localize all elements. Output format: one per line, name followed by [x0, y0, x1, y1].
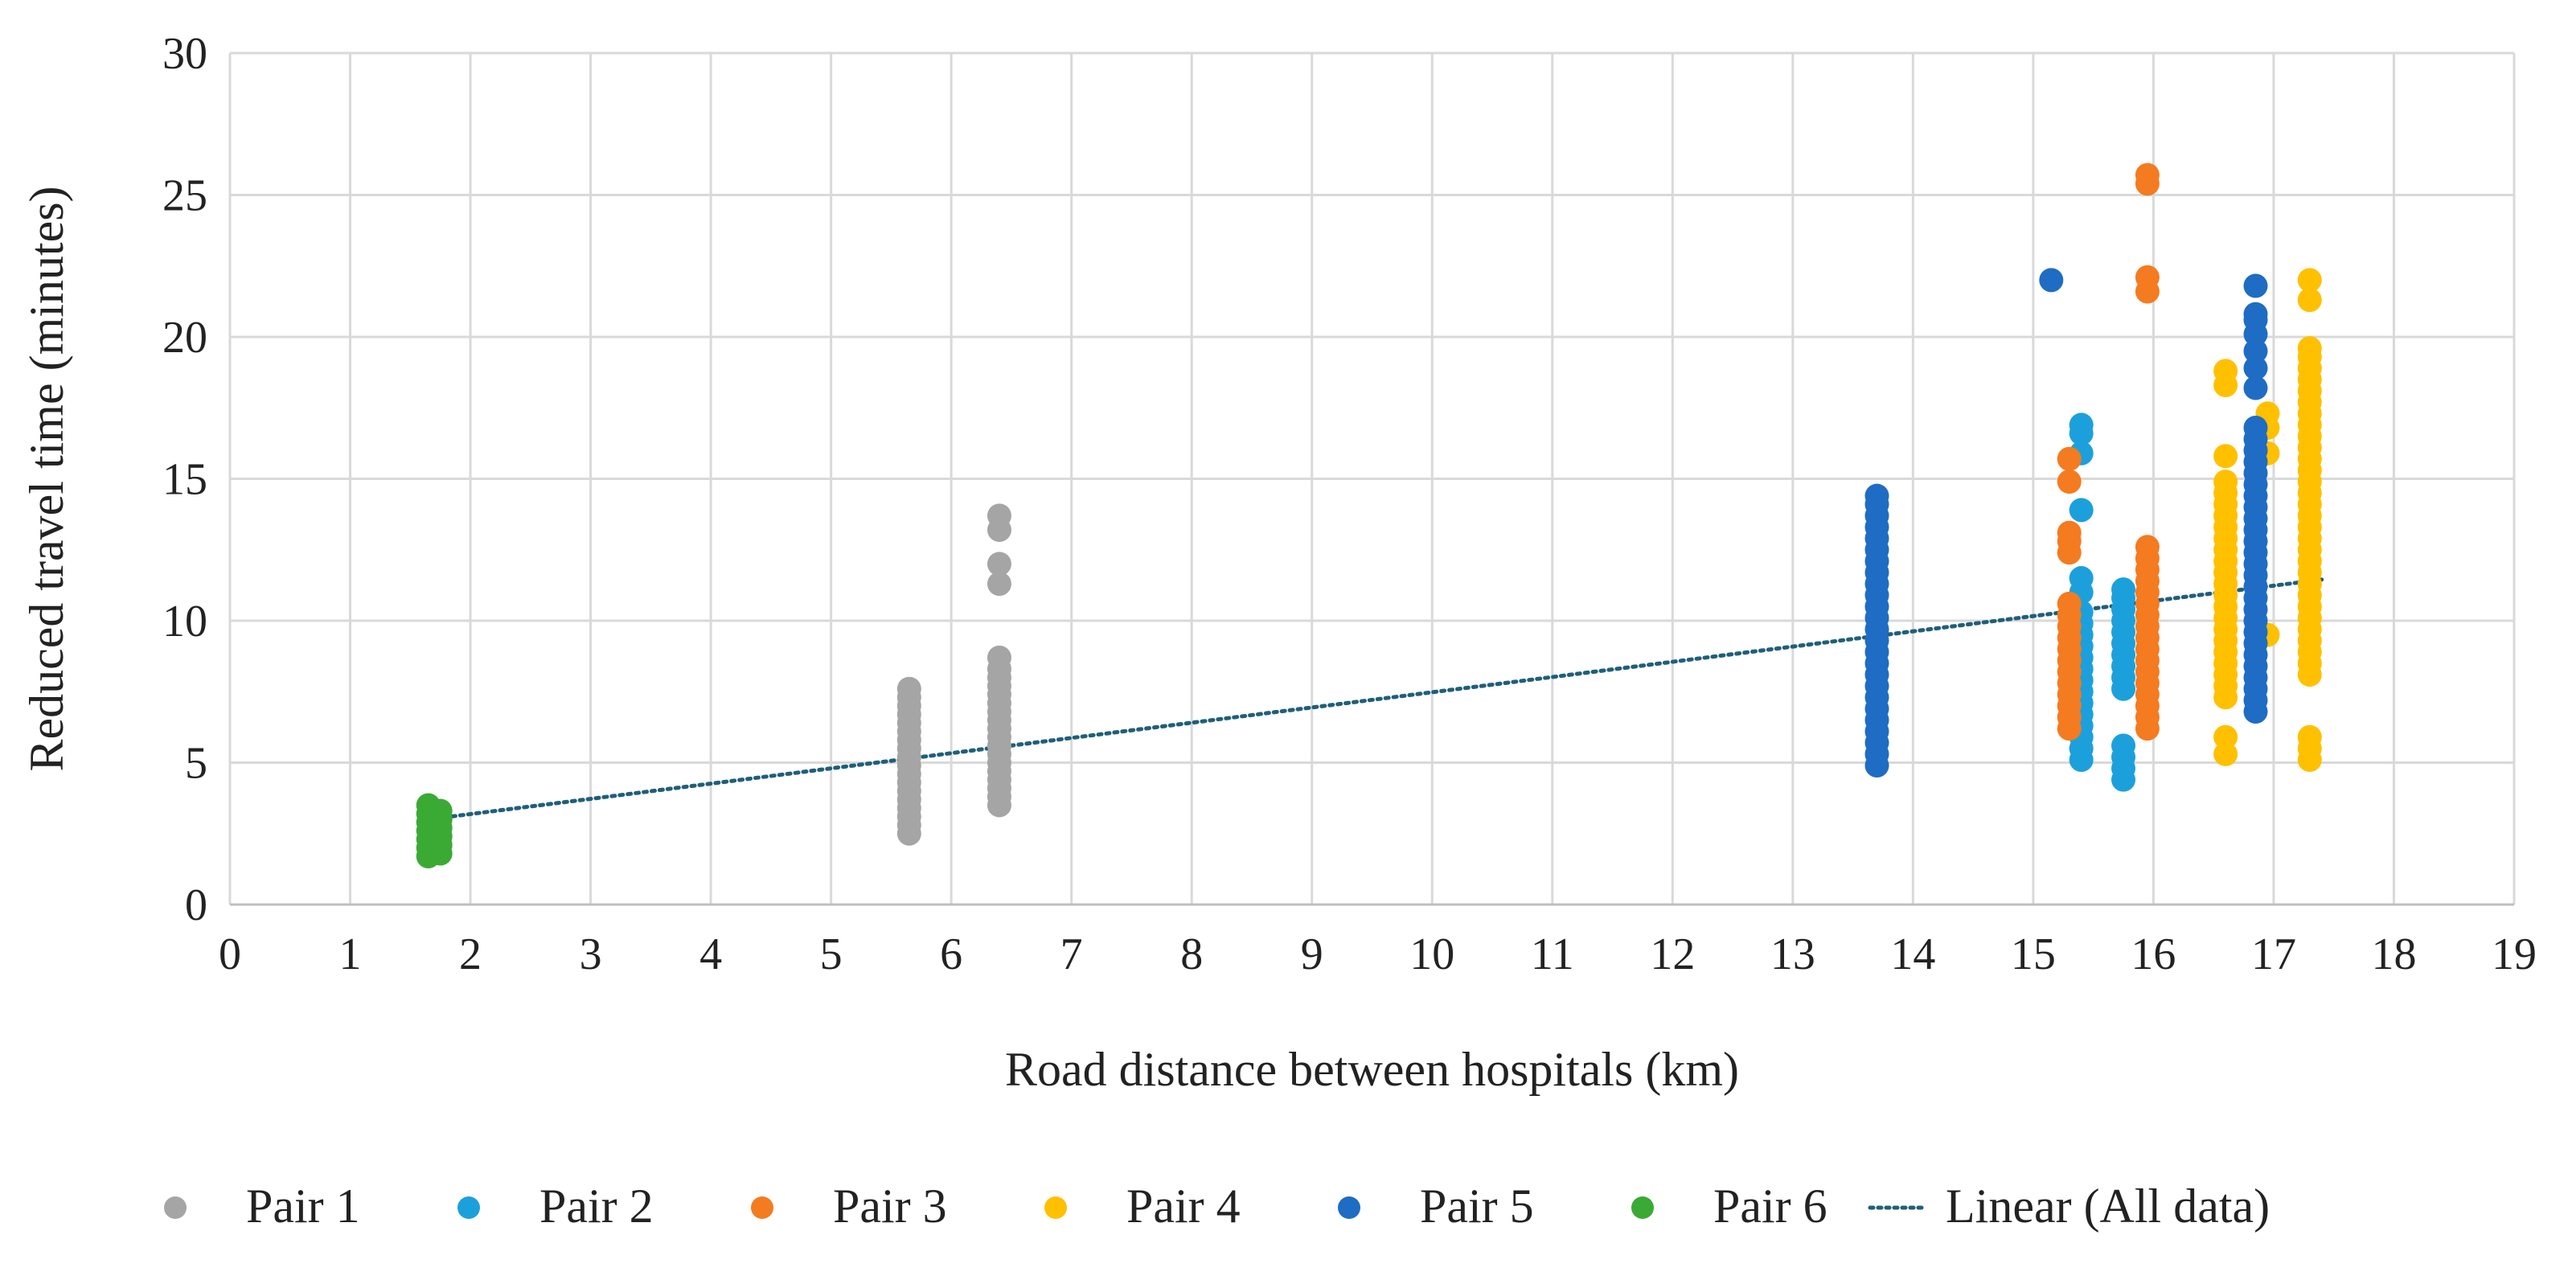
data-point-pair-2	[2069, 566, 2094, 591]
x-tick-label: 14	[1890, 929, 1935, 979]
y-axis-label: Reduced travel time (minutes)	[20, 186, 73, 771]
x-tick-label: 0	[219, 929, 241, 979]
x-tick-label: 19	[2492, 929, 2537, 979]
data-point-pair-3	[2135, 265, 2160, 289]
x-tick-label: 12	[1650, 929, 1695, 979]
legend-label: Pair 3	[833, 1180, 947, 1233]
data-point-pair-4	[2297, 288, 2322, 313]
data-point-pair-5	[2243, 355, 2268, 380]
data-point-pair-4	[2213, 359, 2238, 384]
legend: Pair 1 Pair 2 Pair 3 Pair 4 Pair 5 Pair 6 Line…	[164, 1180, 2270, 1233]
x-tick-label: 15	[2011, 929, 2056, 979]
data-point-pair-4	[2297, 724, 2322, 749]
data-point-pair-3	[2135, 162, 2160, 187]
y-tick-label: 30	[162, 29, 207, 79]
legend-label: Pair 4	[1126, 1180, 1241, 1233]
data-point-pair-4	[2297, 268, 2322, 293]
legend-marker	[164, 1196, 187, 1219]
data-point-pair-4	[2213, 724, 2238, 749]
data-point-pair-1	[987, 503, 1011, 528]
data-point-pair-4	[2213, 741, 2238, 766]
trendline-layer	[426, 577, 2324, 822]
legend-label: Pair 1	[246, 1180, 360, 1233]
legend-marker	[1044, 1196, 1067, 1219]
y-tick-label: 0	[185, 880, 207, 930]
data-point-pair-1	[987, 552, 1011, 577]
data-point-pair-5	[1864, 483, 1889, 508]
data-point-pair-4	[2213, 444, 2238, 469]
data-point-pair-6	[428, 798, 453, 823]
x-tick-label: 5	[820, 929, 843, 979]
trendline	[426, 577, 2324, 822]
x-tick-label: 11	[1531, 929, 1574, 979]
data-point-pair-5	[2243, 339, 2268, 363]
x-tick-label: 3	[580, 929, 602, 979]
y-tick-label: 25	[162, 171, 207, 221]
y-tick-label: 15	[162, 455, 207, 505]
data-point-pair-3	[2057, 470, 2082, 494]
data-point-pair-4	[2297, 336, 2322, 361]
y-tick-label: 20	[162, 313, 207, 363]
legend-marker	[1338, 1196, 1360, 1219]
y-tick-label: 5	[185, 739, 207, 789]
data-point-pair-1	[987, 645, 1011, 670]
data-point-pair-3	[2057, 446, 2082, 471]
grid	[228, 51, 2516, 906]
x-tick-label: 17	[2251, 929, 2296, 979]
legend-marker	[457, 1196, 480, 1219]
data-point-pair-2	[2111, 577, 2136, 602]
x-tick-label: 2	[459, 929, 482, 979]
legend-label: Pair 5	[1420, 1180, 1534, 1233]
x-tick-label: 7	[1060, 929, 1083, 979]
data-point-pair-2	[2069, 498, 2094, 523]
data-point-pair-2	[2069, 412, 2094, 437]
data-point-pair-1	[896, 676, 921, 701]
y-tick-label: 10	[162, 597, 207, 646]
data-point-pair-3	[2057, 520, 2082, 545]
x-tick-label: 10	[1409, 929, 1454, 979]
data-points	[416, 162, 2322, 868]
data-point-pair-5	[2243, 302, 2268, 326]
data-point-pair-5	[2243, 273, 2268, 298]
data-point-pair-2	[2111, 733, 2136, 758]
legend-label: Pair 2	[539, 1180, 654, 1233]
data-point-pair-3	[2057, 591, 2082, 616]
axis-ticks: 0 1 2 3 4 5 6 7 8 9 10 11 12 13 14 15 16 17 18 190510152025…	[162, 29, 2537, 979]
x-tick-label: 4	[699, 929, 722, 979]
legend-marker	[751, 1196, 773, 1219]
legend-marker	[1631, 1196, 1654, 1219]
data-point-pair-4	[2213, 470, 2238, 494]
data-point-pair-1	[987, 572, 1011, 597]
data-point-pair-5	[2243, 375, 2268, 400]
legend-label: Linear (All data)	[1946, 1180, 2270, 1233]
data-point-pair-5	[2039, 268, 2064, 293]
x-tick-label: 16	[2131, 929, 2176, 979]
legend-label: Pair 6	[1713, 1180, 1827, 1233]
x-tick-label: 13	[1770, 929, 1815, 979]
data-point-pair-5	[2243, 415, 2268, 440]
x-tick-label: 1	[339, 929, 362, 979]
data-point-pair-3	[2135, 535, 2160, 560]
x-tick-label: 18	[2371, 929, 2416, 979]
x-tick-label: 8	[1180, 929, 1203, 979]
x-tick-label: 6	[940, 929, 962, 979]
x-axis-label: Road distance between hospitals (km)	[1005, 1043, 1739, 1096]
x-tick-label: 9	[1301, 929, 1323, 979]
